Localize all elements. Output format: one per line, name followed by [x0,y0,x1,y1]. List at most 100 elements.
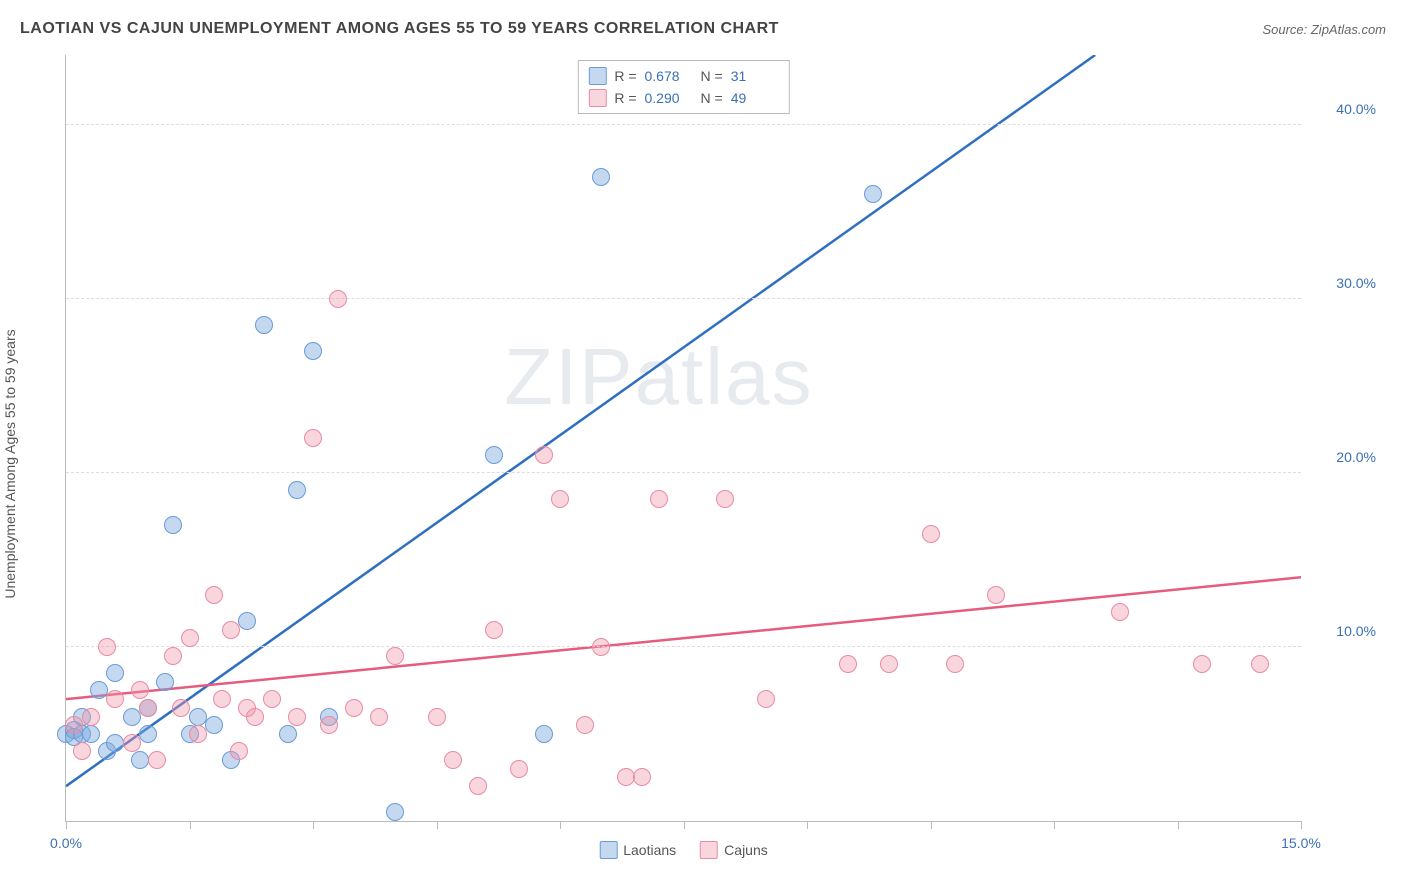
y-tick-label: 40.0% [1316,101,1376,117]
legend-r-label: R = [614,90,636,106]
scatter-point [106,690,124,708]
scatter-point [181,629,199,647]
scatter-point [98,638,116,656]
scatter-point [839,655,857,673]
x-tick [560,821,561,829]
scatter-point [131,751,149,769]
scatter-point [535,446,553,464]
scatter-point [650,490,668,508]
scatter-point [1193,655,1211,673]
scatter-point [131,681,149,699]
series-legend: Laotians Cajuns [599,841,768,859]
scatter-point [1251,655,1269,673]
scatter-point [172,699,190,717]
legend-n-label: N = [701,68,723,84]
scatter-point [205,586,223,604]
x-tick [1054,821,1055,829]
y-tick-label: 10.0% [1316,623,1376,639]
legend-series-item: Laotians [599,841,676,859]
scatter-point [82,708,100,726]
scatter-point [189,708,207,726]
x-tick [1178,821,1179,829]
scatter-point [65,716,83,734]
scatter-point [304,342,322,360]
scatter-point [148,751,166,769]
scatter-point [123,734,141,752]
scatter-point [139,725,157,743]
x-tick-label: 15.0% [1281,835,1321,851]
scatter-point [246,708,264,726]
regression-line [66,55,1095,786]
legend-n-value: 49 [731,90,779,106]
scatter-point [510,760,528,778]
regression-line [66,577,1301,699]
legend-stat-row: R = 0.290 N = 49 [588,87,778,109]
scatter-point [716,490,734,508]
legend-n-label: N = [701,90,723,106]
scatter-point [90,681,108,699]
scatter-point [205,716,223,734]
scatter-point [320,716,338,734]
scatter-point [164,647,182,665]
scatter-point [1111,603,1129,621]
scatter-point [304,429,322,447]
stats-legend: R =0.678N =31R =0.290N =49 [577,60,789,114]
watermark: ZIPatlas [504,331,813,423]
scatter-point [386,803,404,821]
scatter-point [213,690,231,708]
scatter-point [255,316,273,334]
scatter-point [592,168,610,186]
scatter-point [106,734,124,752]
scatter-point [880,655,898,673]
scatter-point [156,673,174,691]
scatter-point [222,621,240,639]
legend-series-label: Cajuns [724,842,768,858]
gridline [66,472,1301,473]
legend-series-item: Cajuns [700,841,768,859]
legend-r-value: 0.678 [645,68,693,84]
x-tick [437,821,438,829]
scatter-point [263,690,281,708]
scatter-point [485,621,503,639]
legend-swatch [700,841,718,859]
scatter-point [551,490,569,508]
x-tick [313,821,314,829]
scatter-point [73,742,91,760]
legend-swatch [588,67,606,85]
scatter-point [238,612,256,630]
scatter-point [82,725,100,743]
scatter-point [106,664,124,682]
y-tick-label: 30.0% [1316,275,1376,291]
x-tick [684,821,685,829]
scatter-point [288,708,306,726]
x-tick [1301,821,1302,829]
scatter-point [485,446,503,464]
chart-header: LAOTIAN VS CAJUN UNEMPLOYMENT AMONG AGES… [20,20,1386,38]
x-tick-label: 0.0% [50,835,82,851]
y-tick-label: 20.0% [1316,449,1376,465]
chart-container: Unemployment Among Ages 55 to 59 years Z… [20,55,1386,872]
legend-r-label: R = [614,68,636,84]
scatter-point [592,638,610,656]
legend-series-label: Laotians [623,842,676,858]
scatter-point [617,768,635,786]
legend-swatch [588,89,606,107]
scatter-point [370,708,388,726]
scatter-point [279,725,297,743]
x-tick [931,821,932,829]
chart-title: LAOTIAN VS CAJUN UNEMPLOYMENT AMONG AGES… [20,20,779,38]
scatter-point [230,742,248,760]
scatter-plot: ZIPatlas R =0.678N =31R =0.290N =49 Laot… [65,55,1301,822]
scatter-point [329,290,347,308]
legend-r-value: 0.290 [645,90,693,106]
x-tick [807,821,808,829]
scatter-point [864,185,882,203]
x-tick [190,821,191,829]
scatter-point [288,481,306,499]
scatter-point [946,655,964,673]
scatter-point [428,708,446,726]
scatter-point [345,699,363,717]
gridline [66,298,1301,299]
scatter-point [987,586,1005,604]
scatter-point [633,768,651,786]
